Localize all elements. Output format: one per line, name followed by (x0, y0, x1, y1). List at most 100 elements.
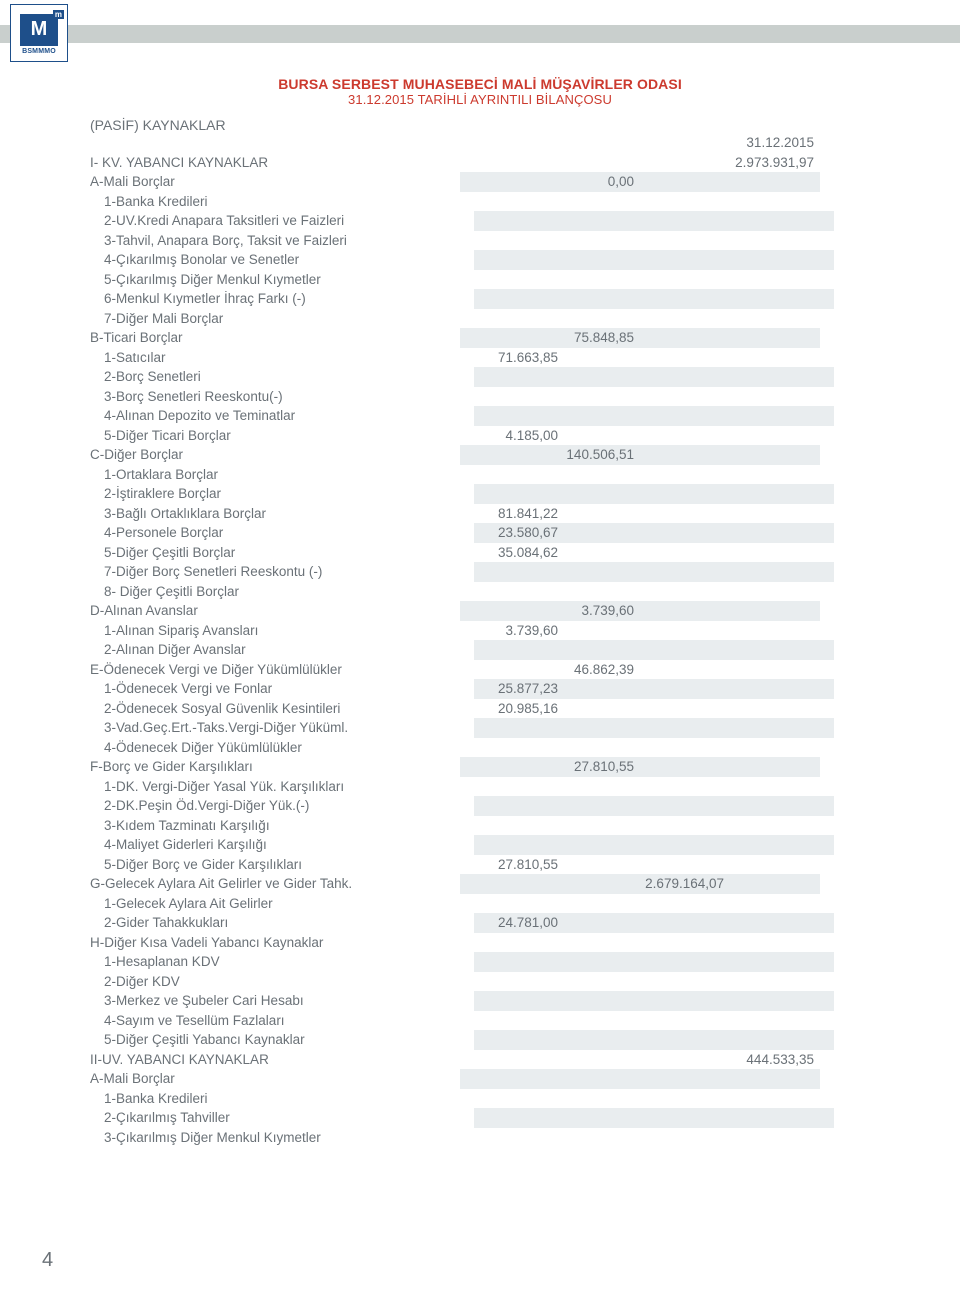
cell-c3 (654, 1011, 744, 1031)
row-label: 2-Alınan Diğer Avanslar (90, 642, 474, 657)
cell-c4 (744, 465, 834, 485)
cell-c4 (744, 894, 834, 914)
cell-c1 (474, 718, 564, 738)
cell-c4 (744, 406, 834, 426)
table-row: 5-Diğer Borç ve Gider Karşılıkları27.810… (90, 855, 870, 875)
table-row: E-Ödenecek Vergi ve Diğer Yükümlülükler4… (90, 660, 870, 680)
cell-c3 (640, 601, 730, 621)
cell-c4 (730, 445, 820, 465)
table-row: 4-Sayım ve Tesellüm Fazlaları (90, 1011, 870, 1031)
cell-c3 (654, 406, 744, 426)
row-label: 2-UV.Kredi Anapara Taksitleri ve Faizler… (90, 213, 474, 228)
table-row: A-Mali Borçlar0,00 (90, 172, 870, 192)
table-row: 2-Diğer KDV (90, 972, 870, 992)
row-label: 1-Ödenecek Vergi ve Fonlar (90, 681, 474, 696)
cell-c4 (744, 367, 834, 387)
cell-c4: 2.973.931,97 (730, 153, 820, 173)
org-logo: M m BSMMMO (10, 4, 68, 62)
cell-c2 (550, 153, 640, 173)
cell-c3 (654, 562, 744, 582)
cell-c2 (550, 1069, 640, 1089)
cell-c4 (744, 1108, 834, 1128)
cell-c1: 27.810,55 (474, 855, 564, 875)
row-label: 4-Sayım ve Tesellüm Fazlaları (90, 1013, 474, 1028)
cell-c1: 20.985,16 (474, 699, 564, 719)
cell-c2 (564, 426, 654, 446)
page-container: M m BSMMMO BURSA SERBEST MUHASEBECİ MALİ… (0, 0, 960, 1294)
cell-c3 (654, 523, 744, 543)
row-label: D-Alınan Avanslar (90, 603, 460, 618)
cell-c4: 444.533,35 (730, 1050, 820, 1070)
cell-c1: 71.663,85 (474, 348, 564, 368)
cell-c3 (654, 348, 744, 368)
cell-c4 (744, 777, 834, 797)
table-row: 3-Borç Senetleri Reeskontu(-) (90, 387, 870, 407)
cell-c1 (474, 894, 564, 914)
cell-c2: 46.862,39 (550, 660, 640, 680)
row-label: 3-Çıkarılmış Diğer Menkul Kıymetler (90, 1130, 474, 1145)
cell-c1 (474, 231, 564, 251)
section-label: (PASİF) KAYNAKLAR (90, 117, 870, 133)
cell-c4 (744, 250, 834, 270)
cell-c3 (654, 1030, 744, 1050)
table-row: II-UV. YABANCI KAYNAKLAR444.533,35 (90, 1050, 870, 1070)
cell-c1 (474, 309, 564, 329)
row-label: 3-Vad.Geç.Ert.-Taks.Vergi-Diğer Yüküml. (90, 720, 474, 735)
cell-c3 (654, 192, 744, 212)
cell-c1 (460, 328, 550, 348)
cell-c1: 3.739,60 (474, 621, 564, 641)
cell-c1 (474, 835, 564, 855)
cell-c4 (744, 562, 834, 582)
cell-c1 (460, 757, 550, 777)
cell-c3 (654, 211, 744, 231)
cell-c4 (744, 543, 834, 563)
row-label: 5-Diğer Ticari Borçlar (90, 428, 474, 443)
cell-c4 (744, 972, 834, 992)
table-row: 2-İştiraklere Borçlar (90, 484, 870, 504)
cell-c4 (744, 796, 834, 816)
table-row: 3-Tahvil, Anapara Borç, Taksit ve Faizle… (90, 231, 870, 251)
row-label: 6-Menkul Kıymetler İhraç Farkı (-) (90, 291, 474, 306)
cell-c2 (564, 835, 654, 855)
cell-c4 (730, 874, 820, 894)
cell-c1: 81.841,22 (474, 504, 564, 524)
cell-c3 (654, 718, 744, 738)
cell-c4 (730, 660, 820, 680)
cell-c4 (730, 601, 820, 621)
cell-c1 (460, 172, 550, 192)
cell-c2 (564, 270, 654, 290)
table-row: 1-Satıcılar71.663,85 (90, 348, 870, 368)
cell-c1 (474, 991, 564, 1011)
cell-c1 (474, 387, 564, 407)
cell-c3 (640, 757, 730, 777)
cell-c1 (474, 796, 564, 816)
table-row: 2-Ödenecek Sosyal Güvenlik Kesintileri20… (90, 699, 870, 719)
cell-c3 (640, 445, 730, 465)
table-row: 1-Alınan Sipariş Avansları3.739,60 (90, 621, 870, 641)
cell-c1 (474, 640, 564, 660)
table-row: 1-Hesaplanan KDV (90, 952, 870, 972)
cell-c2 (564, 289, 654, 309)
cell-c1 (474, 1108, 564, 1128)
cell-c1 (474, 816, 564, 836)
doc-heading: BURSA SERBEST MUHASEBECİ MALİ MÜŞAVİRLER… (90, 76, 870, 107)
table-row: 2-Alınan Diğer Avanslar (90, 640, 870, 660)
cell-c1 (460, 153, 550, 173)
table-row: 5-Çıkarılmış Diğer Menkul Kıymetler (90, 270, 870, 290)
cell-c4 (744, 1128, 834, 1148)
cell-c1 (474, 289, 564, 309)
cell-c1 (474, 211, 564, 231)
cell-c2 (564, 211, 654, 231)
row-label: 7-Diğer Mali Borçlar (90, 311, 474, 326)
row-label: 2-Gider Tahakkukları (90, 915, 474, 930)
cell-c3: 2.679.164,07 (640, 874, 730, 894)
cell-c4 (730, 1069, 820, 1089)
cell-c1 (474, 367, 564, 387)
cell-c2 (564, 913, 654, 933)
row-label: 5-Diğer Çeşitli Yabancı Kaynaklar (90, 1032, 474, 1047)
cell-c4 (744, 952, 834, 972)
cell-c2: 75.848,85 (550, 328, 640, 348)
cell-c3 (640, 153, 730, 173)
cell-c2: 0,00 (550, 172, 640, 192)
cell-c1 (474, 1030, 564, 1050)
